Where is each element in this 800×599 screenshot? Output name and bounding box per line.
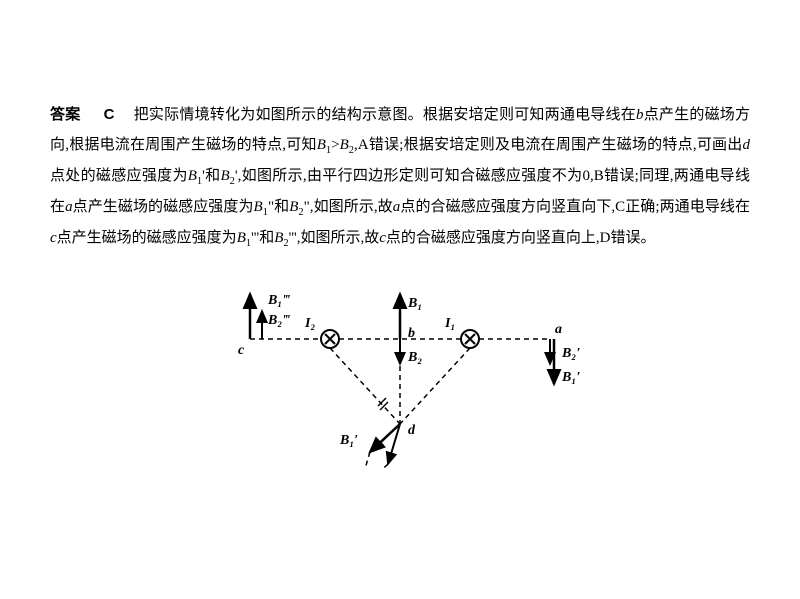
svg-text:B₂‴: B₂‴	[267, 313, 290, 328]
explanation-text: 把实际情境转化为如图所示的结构示意图。根据安培定则可知两通电导线在b点产生的磁场…	[50, 107, 750, 246]
diagram-svg: B₁‴ B₂‴ c I₂ B₁ B₂ b I₁ B₂″ B₁″ a B₁′ B₂′ d	[220, 269, 580, 469]
svg-text:d: d	[408, 423, 416, 438]
svg-text:c: c	[238, 343, 245, 358]
svg-text:B₂″: B₂″	[561, 346, 580, 361]
svg-text:b: b	[408, 326, 415, 341]
svg-text:B₁: B₁	[407, 296, 422, 311]
svg-text:B₁′: B₁′	[339, 433, 358, 448]
svg-text:B₁″: B₁″	[561, 370, 580, 385]
answer-choice: C	[104, 106, 115, 123]
svg-text:B₂′: B₂′	[371, 468, 390, 469]
svg-text:I₁: I₁	[444, 316, 455, 331]
diagram-container: B₁‴ B₂‴ c I₂ B₁ B₂ b I₁ B₂″ B₁″ a B₁′ B₂′ d	[50, 269, 750, 474]
svg-text:a: a	[555, 322, 562, 337]
svg-text:I₂: I₂	[304, 316, 315, 331]
svg-text:B₁‴: B₁‴	[267, 293, 290, 308]
answer-label: 答案	[50, 106, 80, 123]
svg-text:B₂: B₂	[407, 350, 422, 365]
answer-paragraph: 答案 C 把实际情境转化为如图所示的结构示意图。根据安培定则可知两通电导线在b点…	[50, 100, 750, 254]
physics-diagram: B₁‴ B₂‴ c I₂ B₁ B₂ b I₁ B₂″ B₁″ a B₁′ B₂′ d	[220, 269, 580, 474]
content-area: 答案 C 把实际情境转化为如图所示的结构示意图。根据安培定则可知两通电导线在b点…	[0, 0, 800, 474]
